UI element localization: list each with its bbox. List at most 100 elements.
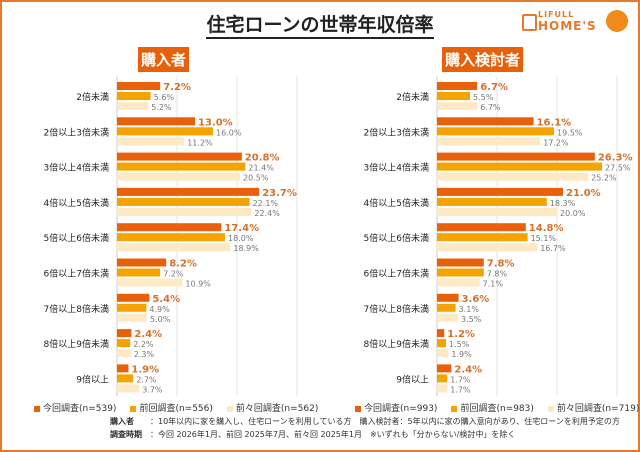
bar bbox=[117, 197, 250, 206]
bar bbox=[437, 207, 557, 216]
panel-title-prospects: 購入検討者 bbox=[442, 47, 524, 72]
bar bbox=[117, 172, 240, 181]
bar bbox=[437, 187, 563, 196]
category-label: 2倍以上3倍未満 bbox=[364, 126, 429, 138]
category-label: 7倍以上8倍未満 bbox=[44, 303, 109, 315]
data-label: 8.2% bbox=[169, 259, 197, 270]
data-label: 1.7% bbox=[450, 385, 471, 394]
bar bbox=[117, 152, 242, 161]
bar bbox=[117, 102, 149, 110]
bar bbox=[437, 349, 449, 358]
title-text: 住宅ローンの世帯年収倍率 bbox=[206, 14, 434, 39]
bar bbox=[437, 364, 452, 373]
category-label: 7倍以上8倍未満 bbox=[364, 303, 429, 315]
data-label: 18.9% bbox=[233, 244, 259, 253]
bar bbox=[117, 117, 195, 126]
category-label: 9倍以上 bbox=[396, 373, 429, 385]
data-label: 5.6% bbox=[154, 93, 175, 102]
data-label: 7.8% bbox=[487, 259, 515, 270]
note-label: 調査時期 bbox=[110, 430, 142, 439]
bar bbox=[437, 303, 456, 312]
legend-swatch bbox=[130, 405, 137, 412]
data-label: 3.6% bbox=[462, 294, 490, 305]
data-label: 7.8% bbox=[487, 270, 508, 279]
category-label: 5倍以上6倍未満 bbox=[364, 232, 429, 244]
data-label: 3.5% bbox=[461, 315, 482, 324]
bar bbox=[437, 172, 589, 181]
data-label: 2.4% bbox=[134, 329, 162, 340]
bar bbox=[437, 117, 534, 126]
legend-swatch bbox=[34, 405, 40, 412]
bar bbox=[117, 278, 183, 287]
data-label: 25.2% bbox=[591, 174, 617, 183]
bar bbox=[437, 313, 458, 322]
data-label: 14.8% bbox=[529, 223, 564, 234]
bar bbox=[117, 349, 131, 358]
bar bbox=[117, 223, 222, 232]
bar bbox=[437, 258, 484, 267]
data-label: 18.3% bbox=[550, 199, 576, 208]
category-label: 2倍以上3倍未満 bbox=[44, 126, 109, 138]
data-label: 27.5% bbox=[605, 164, 631, 173]
logo-line1: LIFULL bbox=[538, 10, 575, 19]
lifull-homes-logo: LIFULL HOME'S bbox=[520, 10, 630, 34]
bar bbox=[117, 384, 140, 393]
bar bbox=[117, 137, 185, 146]
legend-label: 前回調査(n=556) bbox=[139, 404, 213, 414]
legend-item: 前々回調査(n=719) bbox=[547, 401, 640, 414]
data-label: 4.9% bbox=[149, 305, 170, 314]
category-label: 2倍未満 bbox=[76, 91, 109, 103]
legend-item: 前回調査(n=983) bbox=[451, 401, 534, 414]
panel-title-buyers: 購入者 bbox=[138, 47, 190, 72]
house-icon bbox=[522, 14, 537, 31]
legend-label: 前回調査(n=983) bbox=[460, 404, 534, 414]
data-label: 23.7% bbox=[262, 188, 297, 199]
bar bbox=[117, 233, 225, 242]
bar bbox=[117, 127, 213, 136]
data-label: 16.7% bbox=[540, 244, 566, 253]
legend-item: 今回調査(n=539) bbox=[34, 401, 116, 414]
bar bbox=[437, 374, 448, 383]
data-label: 15.1% bbox=[531, 234, 557, 243]
data-label: 13.0% bbox=[198, 117, 233, 128]
bar bbox=[117, 243, 231, 252]
data-label: 1.2% bbox=[447, 329, 475, 340]
legend-swatch bbox=[451, 405, 458, 412]
data-label: 5.2% bbox=[151, 103, 172, 112]
data-label: 2.2% bbox=[133, 340, 154, 349]
bar bbox=[117, 364, 129, 373]
bar bbox=[437, 339, 446, 348]
bar bbox=[437, 82, 478, 90]
bar bbox=[117, 268, 161, 277]
data-label: 3.7% bbox=[142, 385, 163, 394]
bar bbox=[437, 268, 484, 277]
bar bbox=[117, 162, 246, 171]
data-label: 5.4% bbox=[152, 294, 180, 305]
bar bbox=[117, 303, 147, 312]
legend-label: 前々回調査(n=719) bbox=[556, 404, 640, 414]
legend-swatch bbox=[547, 405, 554, 412]
data-label: 21.0% bbox=[566, 188, 601, 199]
bar bbox=[437, 102, 478, 110]
mascot-icon bbox=[606, 10, 628, 32]
data-label: 1.9% bbox=[131, 364, 159, 375]
data-label: 18.0% bbox=[228, 234, 254, 243]
data-label: 17.2% bbox=[543, 138, 569, 147]
category-label: 9倍以上 bbox=[76, 373, 109, 385]
data-label: 7.1% bbox=[483, 280, 504, 289]
data-label: 1.7% bbox=[450, 375, 471, 384]
bar bbox=[437, 243, 538, 252]
data-label: 2.3% bbox=[134, 350, 155, 359]
data-label: 2.7% bbox=[136, 375, 157, 384]
data-label: 22.1% bbox=[253, 199, 279, 208]
note-definition: 購入者 ：10年以内に家を購入し、住宅ローンを利用している方 購入検討者：5年以内… bbox=[110, 415, 630, 428]
bar bbox=[437, 278, 480, 287]
data-label: 10.9% bbox=[185, 280, 211, 289]
data-label: 7.2% bbox=[163, 270, 184, 279]
data-label: 20.5% bbox=[243, 174, 269, 183]
category-label: 8倍以上9倍未満 bbox=[44, 338, 109, 350]
bar bbox=[437, 233, 528, 242]
legend-buyers: 今回調査(n=539) 前回調査(n=556) 前々回調査(n=562) bbox=[34, 401, 318, 414]
data-label: 19.5% bbox=[557, 128, 583, 137]
